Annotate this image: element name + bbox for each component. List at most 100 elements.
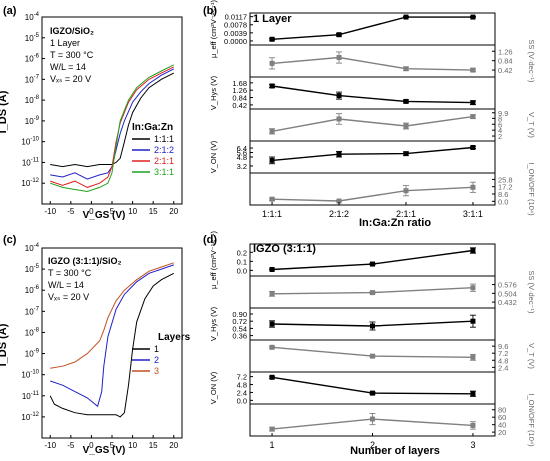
pb-ytick-label: 5.6 <box>237 149 247 158</box>
pb-ytick-label: 6 <box>498 120 502 129</box>
pb-ylabel: V_T (V) <box>527 112 536 138</box>
pd-ytick-label: 2.4 <box>237 388 247 397</box>
pd-ytick-label: 7.2 <box>498 349 508 358</box>
pa-annotation-line: Vₓₛ = 20 V <box>50 74 91 84</box>
pd-data-point <box>269 374 275 380</box>
pb-ylabel: I_ON/OFF (10⁴) <box>527 162 536 216</box>
pb-series-line <box>272 85 474 104</box>
pc-annotation-line: W/L = 14 <box>48 280 84 290</box>
pc-ytick-exponent: -12 <box>30 412 39 418</box>
pd-ytick-label: 4.8 <box>498 356 508 365</box>
pd-xtick-label: 1 <box>270 440 275 450</box>
pb-data-point <box>336 32 342 38</box>
pa-ytick-label: 10-7 <box>25 74 40 84</box>
pb-data-point <box>470 67 476 73</box>
pb-ylabel: SS (V·dec⁻¹) <box>527 39 536 83</box>
pb-data-point <box>336 55 342 61</box>
pd-data-point <box>370 323 375 329</box>
panel-d-plot-area: 0.00.10.2μ_eff (cm²V⁻¹s⁻¹)0.4320.5040.57… <box>209 231 536 450</box>
pd-ytick-label: 0.504 <box>498 289 517 298</box>
pb-ytick-label: 3.2 <box>237 162 247 171</box>
pd-data-point <box>269 266 275 272</box>
panel-c-annotation: IGZO (3:1:1)/SiO₂ T = 300 °C W/L = 14 Vₓₛ =… <box>48 256 122 302</box>
pb-ytick-label: 0.0000 <box>224 37 247 46</box>
pd-data-point <box>269 291 275 297</box>
pb-data-point <box>403 98 409 104</box>
panel-b-subtitle: 1 Layer <box>253 13 292 25</box>
pb-ytick-label: 1.68 <box>232 79 247 88</box>
pb-data-point <box>269 128 275 134</box>
pa-legend-label: 3:1:1 <box>154 167 174 177</box>
pd-ytick-label: 0.576 <box>498 281 517 290</box>
pc-series-line <box>50 262 174 369</box>
pb-data-point <box>269 60 275 66</box>
pb-xtick-label: 3:1:1 <box>463 209 483 219</box>
pb-series-line <box>272 16 473 40</box>
pb-data-point <box>336 151 342 157</box>
pd-ytick-label: 0.0 <box>237 396 247 405</box>
pa-xtick-label: -10 <box>44 207 56 216</box>
pc-annotation-line: Vₓₛ = 20 V <box>48 292 89 302</box>
pd-data-point <box>269 344 275 350</box>
panel-d-chart: (d) IGZO (3:1:1) Number of layers 0.00.1… <box>203 231 536 457</box>
pb-data-point <box>403 188 409 194</box>
pb-data-point <box>269 36 275 42</box>
pc-ytick-label: 10-9 <box>25 349 40 359</box>
pb-ytick-label: 0.0039 <box>224 29 247 38</box>
pd-ytick-label: 0.432 <box>498 298 517 307</box>
pc-legend-label: 3 <box>154 366 159 376</box>
pb-ytick-label: 0.0078 <box>224 21 247 30</box>
pd-ytick-label: 40 <box>498 421 506 430</box>
pb-ytick-label: 17.2 <box>498 183 513 192</box>
pb-series-line <box>272 146 474 162</box>
pa-series-line <box>50 66 175 188</box>
pb-data-point <box>470 14 476 20</box>
pa-xtick-label: 0 <box>89 207 94 216</box>
pd-ytick-label: 7.2 <box>237 373 247 382</box>
pb-series-line <box>272 56 474 71</box>
pb-xtick-label: 2:1:1 <box>396 209 416 219</box>
pa-ytick-exponent: -7 <box>34 74 40 80</box>
pd-data-point <box>470 391 476 397</box>
pd-ylabel: SS (V·dec⁻¹) <box>527 270 536 314</box>
panel-a-letter: (a) <box>3 5 17 17</box>
pd-ytick-label: 80 <box>498 406 506 415</box>
pa-annotation-line: T = 300 °C <box>50 50 94 60</box>
pa-ytick-exponent: -12 <box>30 178 39 184</box>
pc-legend-label: 1 <box>154 344 159 354</box>
pc-ytick-exponent: -4 <box>34 243 40 249</box>
pa-ytick-label: 10-8 <box>25 95 40 105</box>
panel-a-legend-title: In:Ga:Zn <box>132 122 173 133</box>
pa-xtick-label: 5 <box>110 207 115 216</box>
pb-data-point <box>336 116 342 122</box>
pc-xtick-label: -10 <box>44 441 56 450</box>
pb-ytick-label: 8.6 <box>498 190 508 199</box>
pb-xtick-label: 1:1:1 <box>262 209 282 219</box>
pa-ytick-label: 10-9 <box>25 116 40 126</box>
panel-b-chart: (b) 1 Layer In:Ga:Zn ratio 0.00000.00390… <box>203 0 536 229</box>
pd-ytick-label: 4.8 <box>237 381 247 390</box>
pb-data-point <box>470 144 476 150</box>
pb-ylabel: V_Hys (V) <box>209 75 218 110</box>
panel-a-plot-area: -10 -5 0 5 10 15 20 10-12 10-11 10-10 10-9 10-8 10-7… <box>21 12 183 216</box>
panel-c-plot-area: -10 -5 0 5 10 15 20 10-12 10-11 10-10 10-9 10-8 10-7… <box>21 243 183 450</box>
pa-ytick-label: 10-11 <box>22 157 40 167</box>
pa-series-line <box>50 72 175 168</box>
panel-d-letter: (d) <box>203 234 217 246</box>
pc-ytick-label: 10-6 <box>25 285 40 295</box>
pb-data-point <box>403 66 409 72</box>
pa-ytick-exponent: -9 <box>34 116 40 122</box>
pc-ytick-label: 10-4 <box>25 243 40 253</box>
pa-ytick-label: 10-6 <box>25 54 40 64</box>
pd-ytick-label: 0.36 <box>232 332 247 341</box>
pd-data-point <box>370 416 375 422</box>
pb-ytick-label: 4 <box>498 126 502 135</box>
panel-b-letter: (b) <box>203 5 217 17</box>
pa-xtick-label: -5 <box>67 207 75 216</box>
pc-ytick-exponent: -9 <box>34 349 40 355</box>
pa-ytick-exponent: -10 <box>30 137 39 143</box>
pb-ytick-label: 0.84 <box>232 94 247 103</box>
panel-c-xlabel: V_GS (V) <box>83 445 126 456</box>
pa-xtick-label: 15 <box>149 207 158 216</box>
